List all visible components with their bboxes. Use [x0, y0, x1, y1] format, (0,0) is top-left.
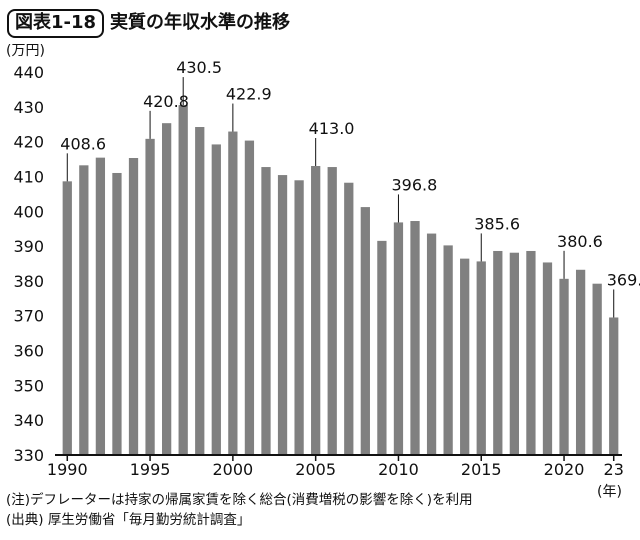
y-tick-label: 410 [13, 167, 44, 186]
y-tick-label: 330 [13, 446, 44, 465]
bar-2010 [393, 222, 404, 455]
x-tick-label: 2020 [544, 460, 585, 479]
bars-group [62, 105, 619, 456]
y-axis-unit-label: (万円) [6, 43, 45, 59]
bar-1998 [195, 127, 205, 455]
x-tick-label: 1995 [130, 460, 171, 479]
bar-2005 [311, 166, 321, 455]
data-label: 430.5 [176, 58, 222, 77]
y-tick-label: 420 [13, 133, 44, 152]
bar-2020 [559, 278, 569, 455]
bar-2017 [509, 252, 519, 455]
data-label: 408.6 [60, 134, 106, 153]
bar-1996 [162, 123, 172, 456]
bar-1999 [211, 144, 221, 456]
figure-label: 図表1-18 [7, 8, 105, 38]
data-label: 413.0 [309, 119, 355, 138]
bar-2000 [228, 131, 238, 456]
data-label: 380.6 [557, 232, 603, 251]
y-tick-label: 440 [13, 63, 44, 82]
x-tick-label: 23 [604, 460, 624, 479]
bar-2023 [609, 317, 619, 455]
y-tick-label: 380 [13, 272, 44, 291]
y-axis-ticks: 330 340 350 360 370 380 390 400 410 420 430 440 [13, 63, 44, 465]
bar-2011 [410, 221, 420, 455]
bar-1991 [79, 165, 89, 455]
bar-2002 [261, 167, 271, 456]
y-tick-label: 350 [13, 376, 44, 395]
bar-2016 [493, 250, 503, 455]
y-tick-label: 340 [13, 411, 44, 430]
bar-1995 [145, 138, 155, 455]
x-tick-label: 2015 [461, 460, 502, 479]
bar-1990 [62, 181, 72, 455]
bar-2009 [377, 240, 387, 455]
bar-2003 [277, 175, 288, 455]
bar-2012 [426, 233, 437, 455]
x-axis-ticks: 1990 1995 2000 2005 2010 2015 2020 23 [47, 455, 624, 479]
bar-2001 [244, 140, 255, 455]
data-label: 396.8 [391, 175, 437, 194]
x-tick-label: 2005 [295, 460, 336, 479]
bar-2018 [526, 250, 536, 455]
y-tick-label: 360 [13, 342, 44, 361]
notes: (注)デフレーターは持家の帰属家賃を除く総合(消費増税の影響を除く)を利用 (出… [6, 490, 473, 530]
bar-2007 [344, 182, 354, 455]
bar-2004 [294, 180, 304, 455]
figure-title: 実質の年収水準の推移 [110, 12, 291, 33]
y-tick-label: 430 [13, 98, 44, 117]
y-tick-label: 370 [13, 307, 44, 326]
x-axis-unit-label: (年) [597, 484, 622, 500]
data-label: 369.5 [607, 270, 640, 289]
bar-2008 [360, 207, 370, 455]
bar-2014 [460, 258, 470, 455]
data-label: 385.6 [474, 214, 520, 233]
source-text: (出典) 厚生労働省「毎月勤労統計調査」 [6, 512, 251, 528]
x-tick-label: 1990 [47, 460, 88, 479]
bar-1994 [128, 158, 139, 455]
bar-2015 [476, 261, 486, 455]
x-tick-label: 2010 [378, 460, 419, 479]
figure-header: 図表1-18 実質の年収水準の推移 [7, 8, 290, 38]
x-tick-label: 2000 [213, 460, 254, 479]
bar-1992 [95, 157, 106, 455]
bar-2013 [443, 245, 453, 455]
y-tick-label: 400 [13, 202, 44, 221]
bar-1993 [112, 172, 122, 455]
bar-2021 [575, 269, 586, 455]
bar-2022 [592, 283, 602, 455]
bar-1997 [178, 105, 188, 455]
note-text: (注)デフレーターは持家の帰属家賃を除く総合(消費増税の影響を除く)を利用 [6, 492, 473, 508]
data-label: 422.9 [226, 85, 272, 104]
data-label: 420.8 [143, 92, 189, 111]
bar-2019 [542, 262, 553, 455]
y-tick-label: 390 [13, 237, 44, 256]
bar-2006 [327, 167, 337, 456]
